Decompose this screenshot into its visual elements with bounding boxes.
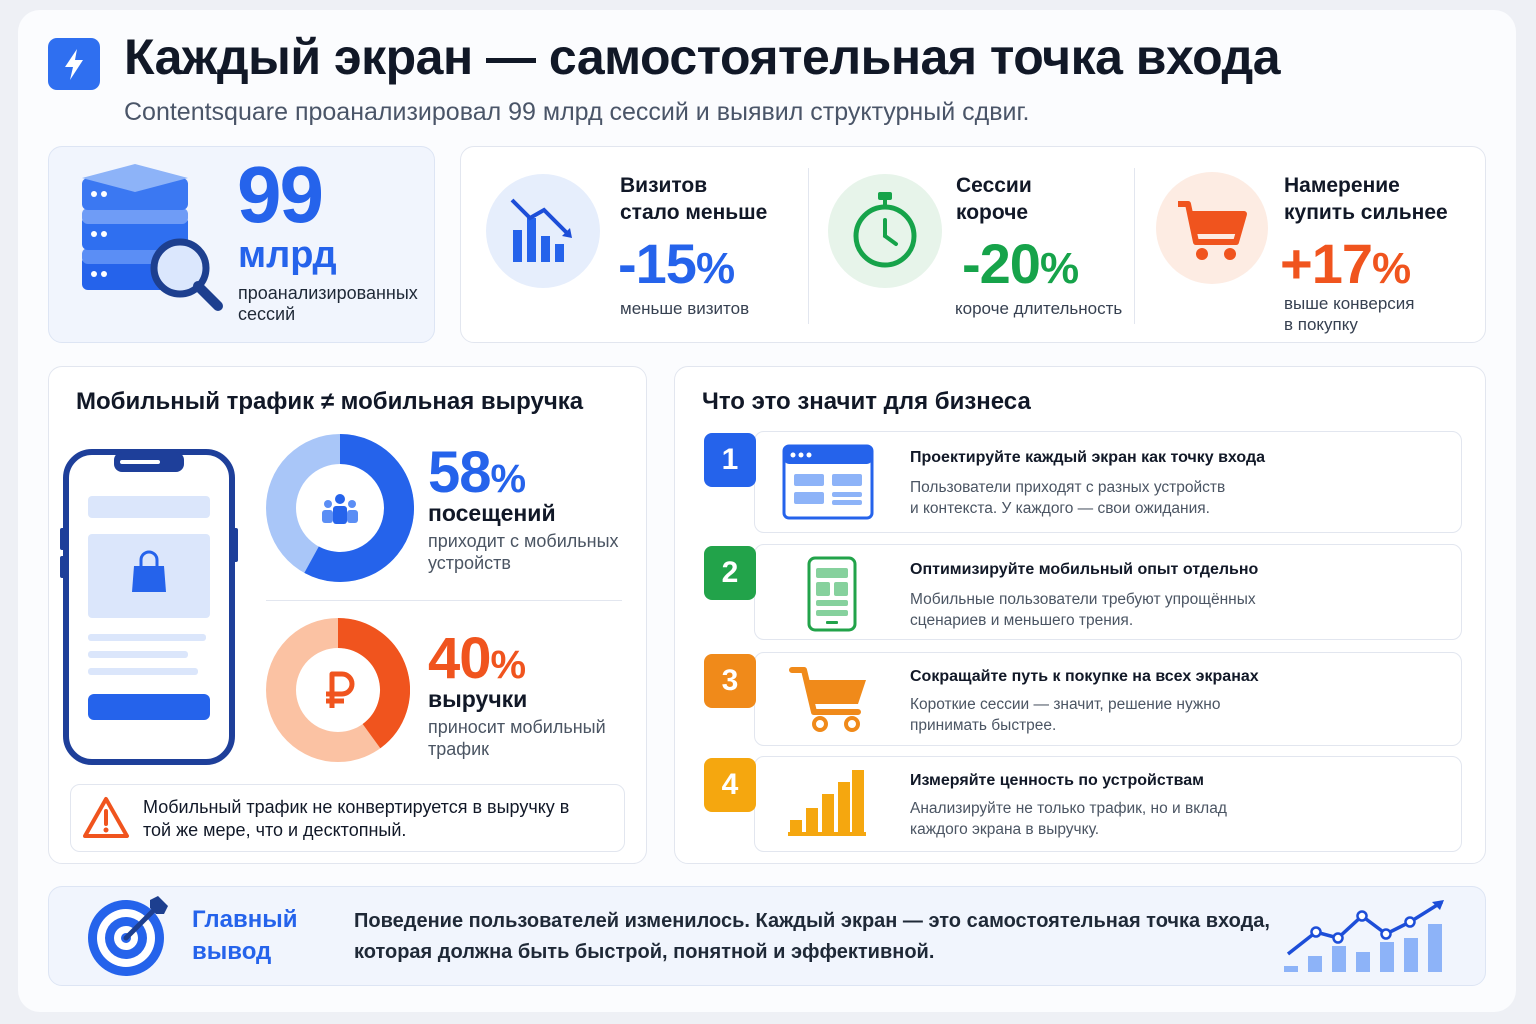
- revenue-desc: приносит мобильный трафик: [428, 717, 606, 759]
- step-title: Проектируйте каждый экран как точку вход…: [910, 449, 1266, 466]
- step-number: 3: [704, 654, 756, 708]
- lightning-icon: [48, 38, 100, 90]
- warning-box: [70, 784, 625, 852]
- step-title: Оптимизируйте мобильный опыт отдельно: [910, 561, 1259, 578]
- step-card: [754, 652, 1462, 746]
- page-title: Каждый экран — самостоятельная точка вхо…: [124, 29, 1281, 85]
- revenue-donut: [266, 616, 410, 769]
- visits-donut: [266, 432, 414, 589]
- stat-value: -15%: [618, 232, 735, 295]
- stat-heading: Намерение купить сильнее: [1284, 174, 1448, 224]
- stats-divider: [808, 168, 809, 324]
- step-desc: Пользователи приходят с разных устройств…: [910, 479, 1226, 517]
- conclusion-card: [48, 886, 1486, 986]
- donut-segment: [337, 618, 410, 749]
- stat-heading: Сессии короче: [956, 174, 1032, 224]
- stats-divider: [1134, 168, 1135, 324]
- target-icon: [84, 892, 172, 985]
- sessions-unit: млрд: [238, 234, 337, 276]
- mobile-divider: [266, 600, 622, 601]
- visits-label: посещений: [428, 500, 556, 526]
- conclusion-text: Поведение пользователей изменилось. Кажд…: [354, 910, 1270, 963]
- business-section-title: Что это значит для бизнеса: [702, 388, 1031, 415]
- visits-value: 58%: [428, 440, 526, 505]
- stat-heading: Визитов стало меньше: [620, 174, 768, 224]
- donut-segment: [304, 434, 414, 582]
- stopwatch-icon: [828, 174, 942, 288]
- stat-value: -20%: [962, 232, 1079, 295]
- visits-desc: приходит с мобильных устройств: [428, 531, 619, 573]
- sessions-value: 99: [237, 150, 324, 239]
- step-desc: Короткие сессии — значит, решение нужно п…: [910, 696, 1221, 734]
- warning-text: Мобильный трафик не конвертируется в выр…: [143, 797, 570, 840]
- stat-value: +17%: [1280, 232, 1411, 295]
- smartphone-icon: [806, 556, 858, 637]
- smartphone-illustration: [60, 448, 240, 773]
- stats-card: [460, 146, 1486, 343]
- cart-icon: [788, 662, 870, 739]
- revenue-label: выручки: [428, 686, 528, 712]
- sessions-note: проанализированных сессий: [238, 283, 418, 324]
- cart-icon: [1156, 172, 1268, 284]
- ruble-icon: [318, 668, 358, 717]
- growth-chart-icon: [1282, 896, 1448, 981]
- revenue-value: 40%: [428, 626, 526, 691]
- step-number: 1: [704, 433, 756, 487]
- step-desc: Анализируйте не только трафик, но и вкла…: [910, 800, 1227, 838]
- step-number: 4: [704, 758, 756, 812]
- users-icon: [320, 490, 360, 535]
- warning-icon: [82, 796, 130, 845]
- stat-caption: выше конверсия в покупку: [1284, 294, 1415, 334]
- bar-chart-icon: [786, 766, 868, 843]
- page-subtitle: Contentsquare проанализировал 99 млрд се…: [124, 98, 1030, 126]
- step-number: 2: [704, 546, 756, 600]
- step-card: [754, 756, 1462, 852]
- step-desc: Мобильные пользователи требуют упрощённы…: [910, 591, 1256, 629]
- mobile-section-title: Мобильный трафик ≠ мобильная выручка: [76, 388, 584, 415]
- database-search-icon: [76, 164, 226, 319]
- step-title: Сокращайте путь к покупке на всех экрана…: [910, 668, 1259, 685]
- browser-window-icon: [782, 444, 874, 525]
- trend-down-chart-icon: [486, 174, 600, 288]
- step-title: Измеряйте ценность по устройствам: [910, 772, 1204, 789]
- stat-caption: меньше визитов: [620, 299, 750, 318]
- step-card: [754, 544, 1462, 640]
- conclusion-title: Главный вывод: [192, 906, 298, 965]
- stat-caption: короче длительность: [955, 299, 1123, 318]
